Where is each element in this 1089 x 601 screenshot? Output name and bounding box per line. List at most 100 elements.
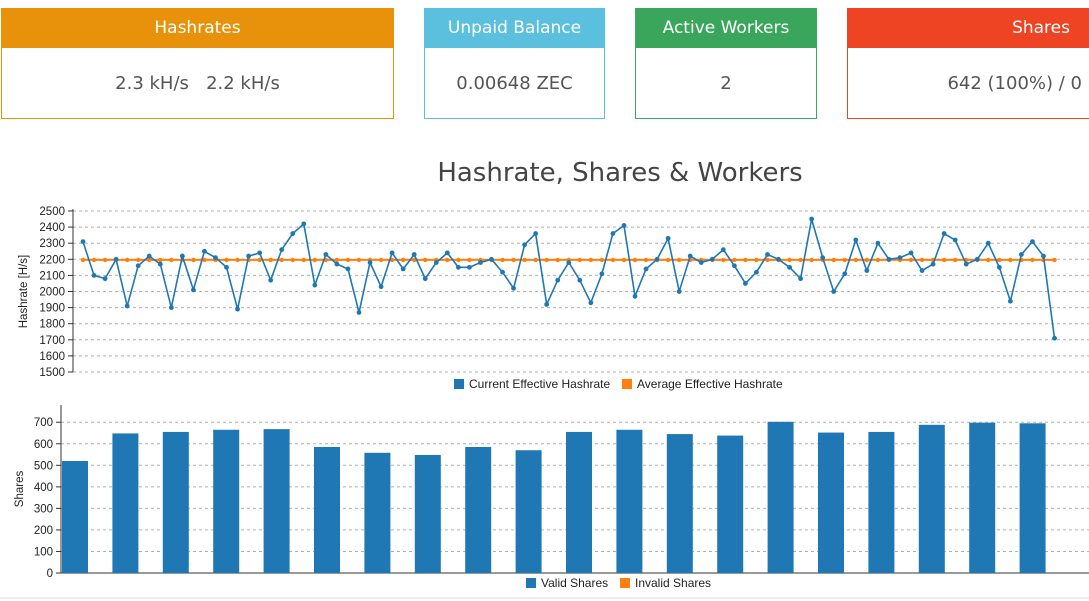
current-hashrate-point bbox=[599, 271, 605, 277]
average-hashrate-point bbox=[500, 257, 505, 263]
active-workers-card: Active Workers 2 bbox=[635, 8, 817, 119]
current-hashrate-point bbox=[433, 260, 439, 265]
current-hashrate-line bbox=[82, 218, 1056, 339]
current-hashrate-point bbox=[765, 252, 770, 257]
current-hashrate-point bbox=[577, 277, 583, 283]
current-hashrate-point bbox=[555, 277, 561, 283]
current-hashrate-point bbox=[632, 293, 638, 299]
current-hashrate-point bbox=[168, 305, 174, 310]
hashrate-y-axis-label: Hashrate [H/s] bbox=[18, 255, 30, 329]
average-hashrate-point bbox=[743, 257, 748, 263]
legend-average-swatch bbox=[622, 379, 632, 389]
hashrate-y-tick-label: 2500 bbox=[39, 206, 65, 218]
current-hashrate-point bbox=[1030, 239, 1035, 244]
current-hashrate-point bbox=[146, 253, 152, 259]
valid-shares-bar bbox=[263, 429, 290, 573]
current-hashrate-point bbox=[301, 221, 307, 227]
average-hashrate-point bbox=[787, 257, 792, 263]
current-hashrate-point bbox=[588, 300, 594, 306]
current-hashrate-point bbox=[478, 260, 483, 265]
current-hashrate-point bbox=[566, 260, 572, 265]
average-hashrate-point bbox=[522, 257, 527, 263]
hashrate-y-tick-label: 1800 bbox=[39, 319, 65, 331]
current-hashrate-point bbox=[698, 260, 704, 265]
current-hashrate-point bbox=[202, 248, 207, 254]
valid-shares-bar bbox=[767, 421, 794, 573]
shares-y-axis-label: Shares bbox=[14, 471, 26, 508]
valid-shares-bar bbox=[818, 432, 844, 573]
current-hashrate-point bbox=[235, 306, 240, 312]
average-hashrate-point bbox=[853, 257, 858, 263]
current-hashrate-point bbox=[91, 273, 97, 278]
current-hashrate-point bbox=[279, 247, 285, 253]
hashrates-card-value: 2.3 kH/s 2.2 kH/s bbox=[115, 73, 280, 94]
average-hashrate-point bbox=[754, 257, 759, 263]
unpaid-balance-card-value: 0.00648 ZEC bbox=[456, 73, 573, 94]
current-hashrate-point bbox=[897, 255, 903, 261]
average-hashrate-point bbox=[952, 257, 958, 263]
shares-card-value: 642 (100%) / 0 bbox=[947, 73, 1082, 94]
current-hashrate-point bbox=[268, 277, 274, 283]
average-hashrate-point bbox=[456, 257, 461, 263]
average-hashrate-point bbox=[809, 257, 814, 263]
valid-shares-bar bbox=[465, 447, 492, 573]
hashrates-card-header: Hashrates bbox=[2, 9, 393, 48]
valid-shares-bar bbox=[62, 461, 88, 573]
legend-invalid-label: Invalid Shares bbox=[635, 576, 711, 590]
current-hashrate-point bbox=[312, 282, 318, 288]
average-hashrate-point bbox=[80, 257, 86, 263]
active-workers-card-value: 2 bbox=[720, 73, 732, 94]
valid-shares-bar bbox=[364, 452, 391, 573]
average-hashrate-point bbox=[732, 257, 737, 263]
current-hashrate-point bbox=[875, 240, 881, 246]
hashrate-chart: 1500 1600 1700 1800 1900 2000 2100 2200 2300 2400… bbox=[18, 206, 1089, 391]
current-hashrate-point bbox=[985, 240, 991, 246]
average-hashrate-point bbox=[290, 257, 295, 263]
average-hashrate-point bbox=[997, 257, 1002, 263]
current-hashrate-point bbox=[930, 261, 936, 267]
valid-shares-bar bbox=[566, 431, 592, 573]
average-hashrate-point bbox=[588, 257, 594, 263]
shares-card: Shares 642 (100%) / 0 bbox=[847, 8, 1089, 119]
current-hashrate-point bbox=[1007, 298, 1013, 304]
current-hashrate-point bbox=[654, 256, 660, 262]
shares-y-tick-label: 700 bbox=[34, 417, 53, 429]
unpaid-balance-card: Unpaid Balance 0.00648 ZEC bbox=[424, 8, 605, 119]
shares-card-header: Shares bbox=[848, 9, 1089, 48]
current-hashrate-point bbox=[864, 268, 870, 273]
average-hashrate-point bbox=[268, 257, 273, 263]
valid-shares-bar bbox=[969, 422, 996, 573]
average-hashrate-point bbox=[378, 257, 384, 263]
average-hashrate-point bbox=[356, 257, 362, 263]
current-hashrate-point bbox=[135, 263, 141, 269]
hashrate-y-tick-label: 1500 bbox=[39, 367, 65, 379]
current-hashrate-point bbox=[1041, 253, 1046, 259]
average-hashrate-point bbox=[136, 257, 141, 263]
current-hashrate-point bbox=[334, 261, 340, 267]
shares-chart: 0 100 200 300 400 500 600 700 Shares Valid Shares… bbox=[14, 405, 1089, 590]
current-hashrate-point bbox=[533, 231, 539, 236]
average-hashrate-point bbox=[191, 257, 196, 263]
average-hashrate-point bbox=[301, 257, 306, 263]
average-hashrate-point bbox=[235, 257, 240, 263]
shares-y-tick-label: 200 bbox=[34, 525, 53, 537]
current-hashrate-point bbox=[257, 250, 263, 256]
average-hashrate-point bbox=[147, 257, 152, 263]
current-hashrate-point bbox=[776, 256, 781, 262]
average-hashrate-point bbox=[577, 257, 582, 263]
average-hashrate-point bbox=[919, 257, 925, 263]
hashrate-y-tick-label: 2000 bbox=[39, 287, 65, 299]
average-hashrate-point bbox=[864, 257, 870, 263]
shares-y-tick-label: 0 bbox=[47, 568, 53, 580]
current-hashrate-point bbox=[952, 237, 958, 243]
current-hashrate-point bbox=[80, 239, 86, 244]
shares-y-tick-label: 500 bbox=[34, 460, 53, 472]
current-hashrate-point bbox=[621, 223, 627, 228]
current-hashrate-point bbox=[224, 264, 229, 270]
current-hashrate-point bbox=[731, 263, 737, 269]
average-hashrate-point bbox=[676, 257, 682, 263]
current-hashrate-point bbox=[367, 260, 373, 265]
hashrates-card: Hashrates 2.3 kH/s 2.2 kH/s bbox=[1, 8, 394, 119]
current-hashrate-point bbox=[820, 255, 826, 261]
current-hashrate-point bbox=[754, 269, 759, 275]
